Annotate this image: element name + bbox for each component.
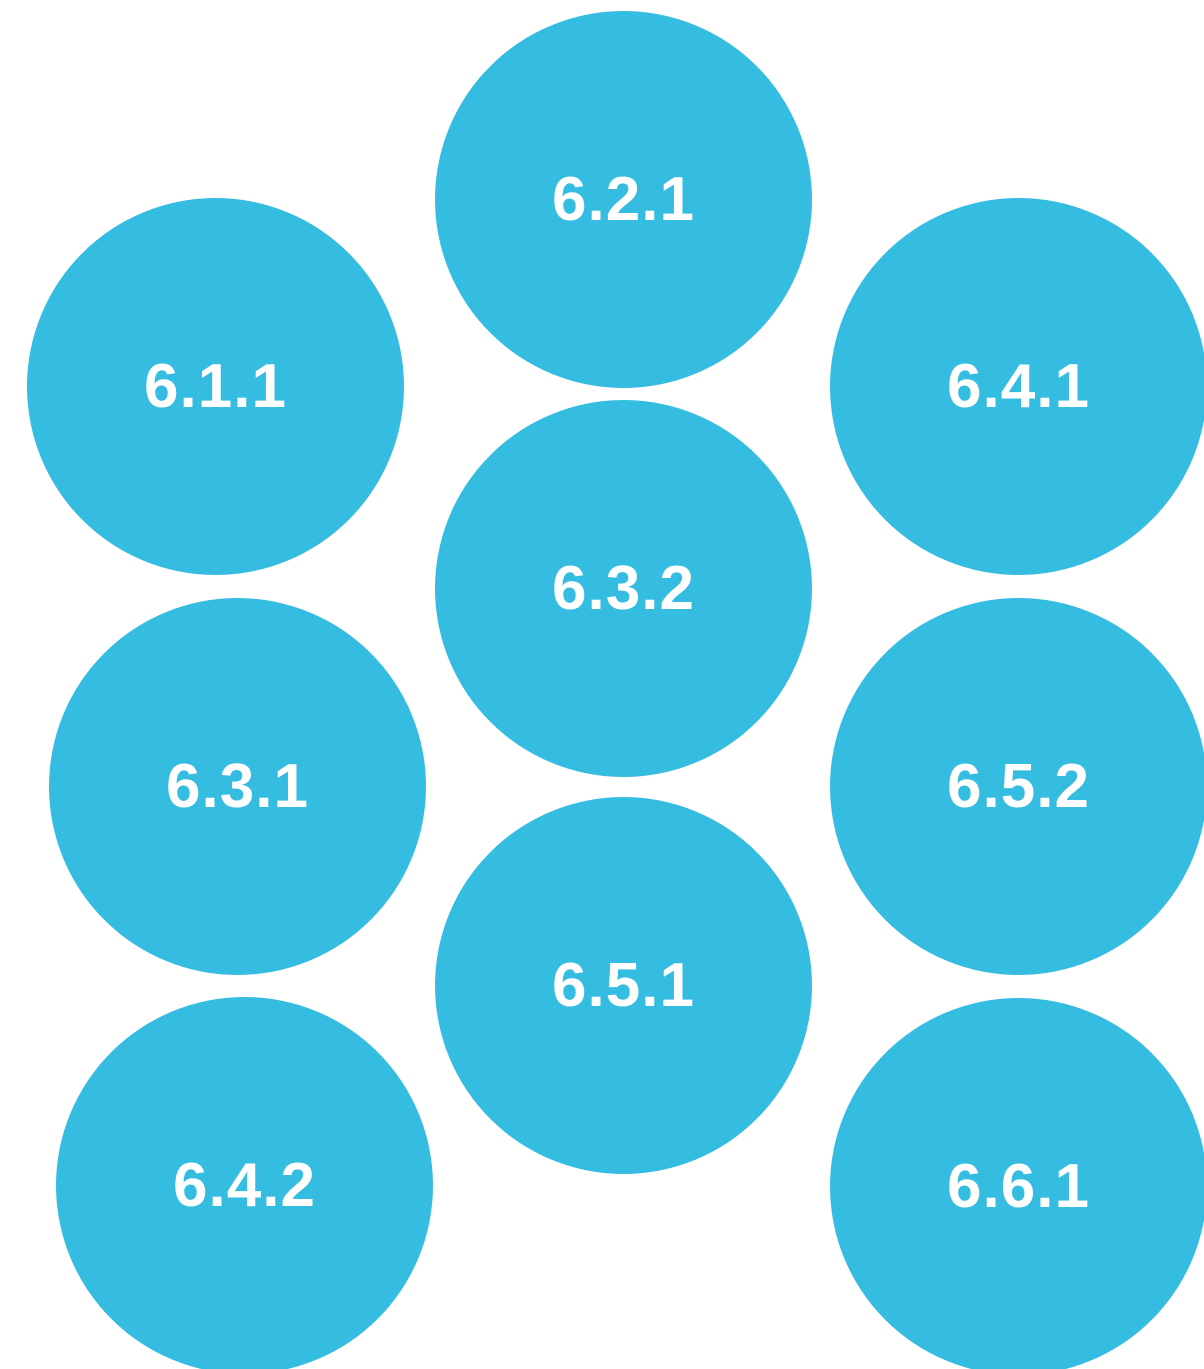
node-6-5-1[interactable]: 6.5.1 — [435, 797, 812, 1174]
node-6-5-2[interactable]: 6.5.2 — [830, 598, 1204, 975]
node-6-4-1[interactable]: 6.4.1 — [830, 198, 1204, 575]
node-6-3-2[interactable]: 6.3.2 — [435, 400, 812, 777]
node-label: 6.5.2 — [947, 751, 1090, 821]
node-label: 6.5.1 — [552, 950, 695, 1020]
node-label: 6.4.1 — [947, 351, 1090, 421]
node-6-3-1[interactable]: 6.3.1 — [49, 598, 426, 975]
node-label: 6.4.2 — [173, 1150, 316, 1220]
node-label: 6.1.1 — [144, 351, 287, 421]
node-6-2-1[interactable]: 6.2.1 — [435, 11, 812, 388]
node-label: 6.6.1 — [947, 1151, 1090, 1221]
node-label: 6.3.2 — [552, 553, 695, 623]
node-6-1-1[interactable]: 6.1.1 — [27, 198, 404, 575]
node-6-4-2[interactable]: 6.4.2 — [56, 997, 433, 1369]
node-6-6-1[interactable]: 6.6.1 — [830, 998, 1204, 1369]
node-label: 6.2.1 — [552, 164, 695, 234]
node-label: 6.3.1 — [166, 751, 309, 821]
